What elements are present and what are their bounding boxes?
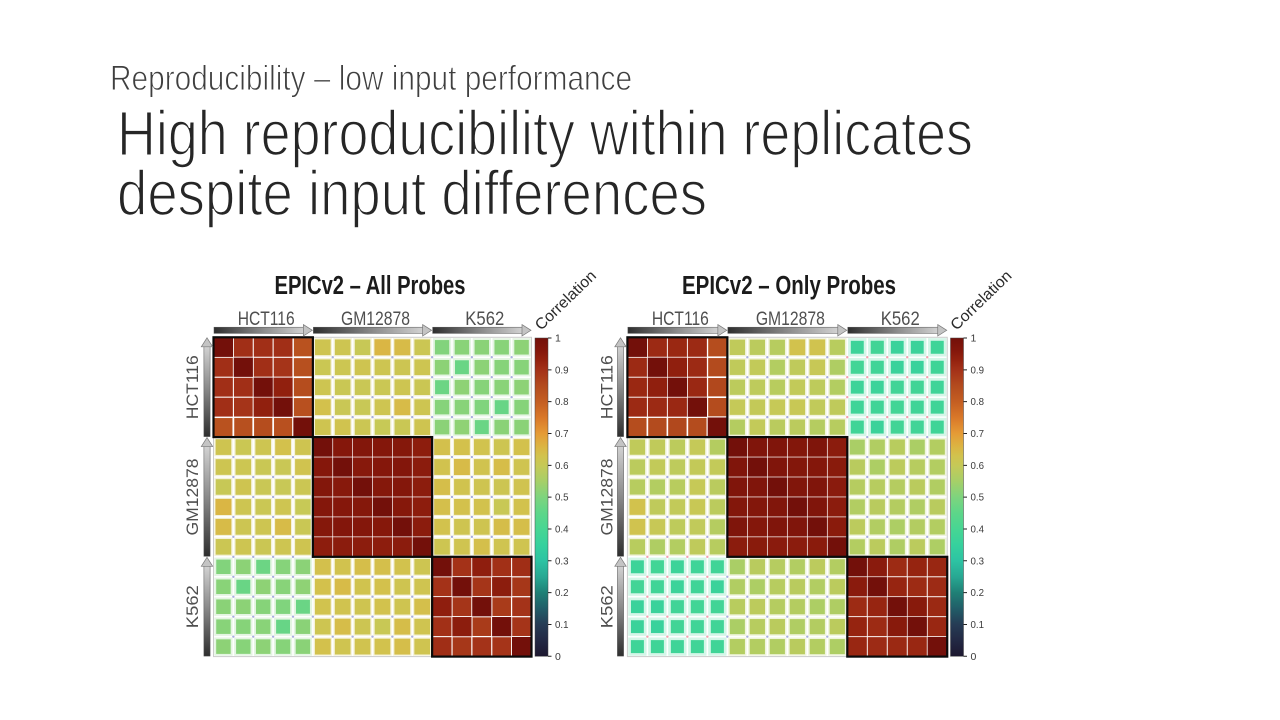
svg-text:EPICv2 – Only Probes: EPICv2 – Only Probes bbox=[682, 272, 896, 300]
svg-text:GM12878: GM12878 bbox=[598, 458, 617, 535]
svg-text:0.5: 0.5 bbox=[555, 492, 569, 504]
svg-text:GM12878: GM12878 bbox=[341, 308, 410, 330]
svg-text:0.2: 0.2 bbox=[555, 587, 569, 599]
svg-text:1: 1 bbox=[555, 333, 561, 345]
svg-text:0.8: 0.8 bbox=[971, 396, 985, 408]
svg-text:0.8: 0.8 bbox=[555, 396, 569, 408]
svg-text:GM12878: GM12878 bbox=[183, 458, 202, 535]
svg-text:0.9: 0.9 bbox=[971, 364, 985, 376]
svg-text:Correlation: Correlation bbox=[532, 267, 600, 333]
svg-text:Correlation: Correlation bbox=[947, 267, 1015, 333]
svg-text:0.1: 0.1 bbox=[971, 619, 985, 631]
svg-text:0.6: 0.6 bbox=[971, 460, 985, 472]
svg-text:K562: K562 bbox=[465, 308, 504, 330]
svg-text:EPICv2 – All Probes: EPICv2 – All Probes bbox=[275, 272, 466, 300]
svg-text:K562: K562 bbox=[881, 308, 920, 330]
svg-text:0.1: 0.1 bbox=[555, 619, 569, 631]
svg-text:GM12878: GM12878 bbox=[756, 308, 825, 330]
svg-text:0.4: 0.4 bbox=[555, 523, 569, 535]
svg-text:0.7: 0.7 bbox=[555, 428, 569, 440]
svg-text:0.6: 0.6 bbox=[555, 460, 569, 472]
svg-text:1: 1 bbox=[971, 333, 977, 345]
svg-text:0.7: 0.7 bbox=[971, 428, 985, 440]
svg-text:0: 0 bbox=[971, 651, 977, 663]
svg-text:0.2: 0.2 bbox=[971, 587, 985, 599]
svg-text:HCT116: HCT116 bbox=[652, 308, 709, 330]
svg-text:K562: K562 bbox=[183, 585, 202, 628]
svg-text:HCT116: HCT116 bbox=[238, 308, 295, 330]
svg-text:HCT116: HCT116 bbox=[598, 355, 617, 419]
svg-text:0.3: 0.3 bbox=[555, 555, 569, 567]
svg-text:0.4: 0.4 bbox=[971, 523, 985, 535]
svg-text:HCT116: HCT116 bbox=[183, 355, 202, 419]
svg-text:0.5: 0.5 bbox=[971, 492, 985, 504]
svg-text:0.3: 0.3 bbox=[971, 555, 985, 567]
svg-text:0.9: 0.9 bbox=[555, 364, 569, 376]
svg-text:K562: K562 bbox=[598, 585, 617, 628]
svg-text:0: 0 bbox=[555, 651, 561, 663]
